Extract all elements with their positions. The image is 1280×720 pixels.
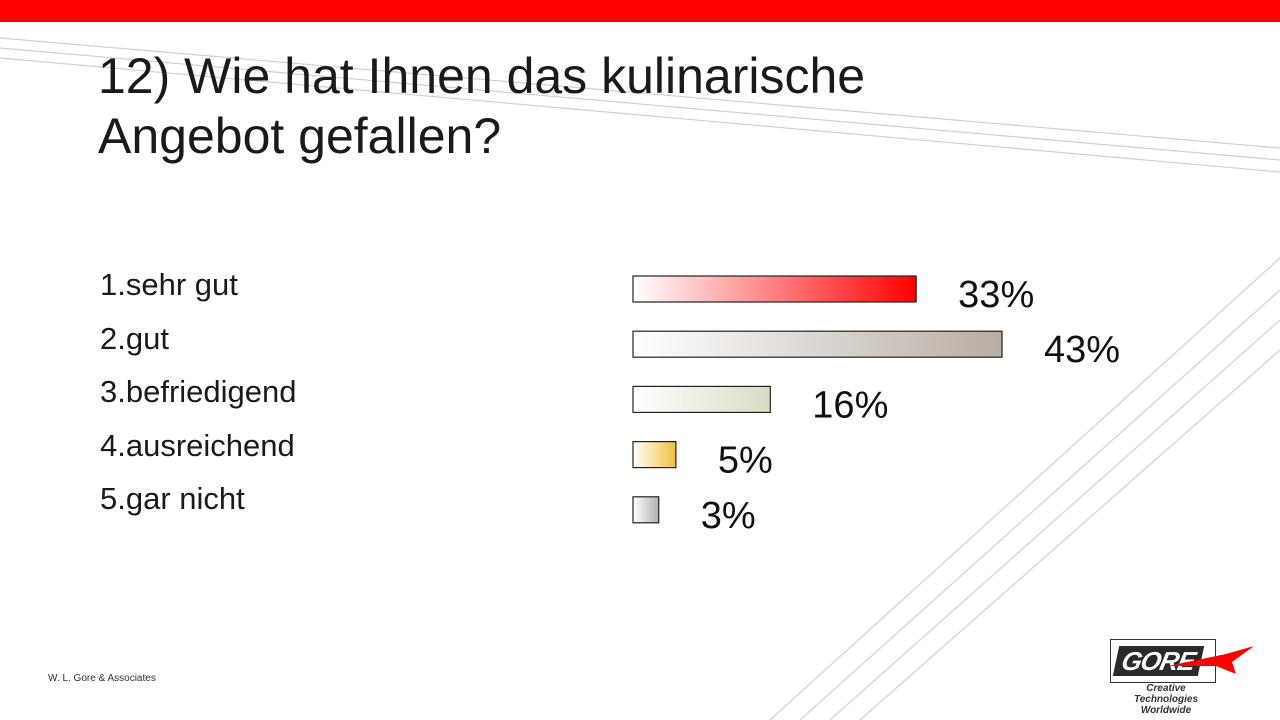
bar-5 bbox=[632, 496, 660, 524]
answer-option: 5.gar nicht bbox=[100, 481, 245, 516]
answer-option: 4.ausreichend bbox=[100, 427, 295, 463]
logo-tagline-line-1: Creative Technologies bbox=[1133, 683, 1199, 705]
slide-title-line-1: 12) Wie hat Ihnen das kulinarische bbox=[98, 48, 866, 104]
answer-option: 1.sehr gut bbox=[100, 267, 238, 302]
bar-1 bbox=[632, 275, 917, 303]
answer-option: 2.gut bbox=[100, 320, 169, 356]
bar-value-label-5: 3% bbox=[701, 495, 756, 537]
top-accent-bar bbox=[0, 0, 1280, 22]
footer-company-name: W. L. Gore & Associates bbox=[48, 673, 156, 684]
bar-4 bbox=[632, 441, 677, 469]
answer-options-list: 1.sehr gut 2.gut 3.befriedigend 4.ausrei… bbox=[100, 258, 297, 526]
bar-value-label-1: 33% bbox=[958, 274, 1034, 316]
logo-tagline-line-2: Worldwide bbox=[1140, 705, 1192, 716]
logo-tagline: Creative Technologies Worldwide bbox=[1116, 683, 1216, 716]
bar-3 bbox=[632, 385, 771, 413]
bar-2 bbox=[632, 330, 1003, 358]
gore-logo: GORE Creative Technologies Worldwide bbox=[1106, 636, 1256, 716]
slide-title-line-2: Angebot gefallen? bbox=[98, 108, 502, 164]
logo-arrow-icon bbox=[1168, 646, 1254, 674]
bar-value-label-2: 43% bbox=[1044, 329, 1120, 371]
answer-option: 3.befriedigend bbox=[100, 374, 297, 409]
bar-value-label-4: 5% bbox=[718, 440, 773, 482]
slide-title: 12) Wie hat Ihnen das kulinarische Angeb… bbox=[98, 46, 1098, 166]
bar-value-label-3: 16% bbox=[812, 384, 888, 426]
